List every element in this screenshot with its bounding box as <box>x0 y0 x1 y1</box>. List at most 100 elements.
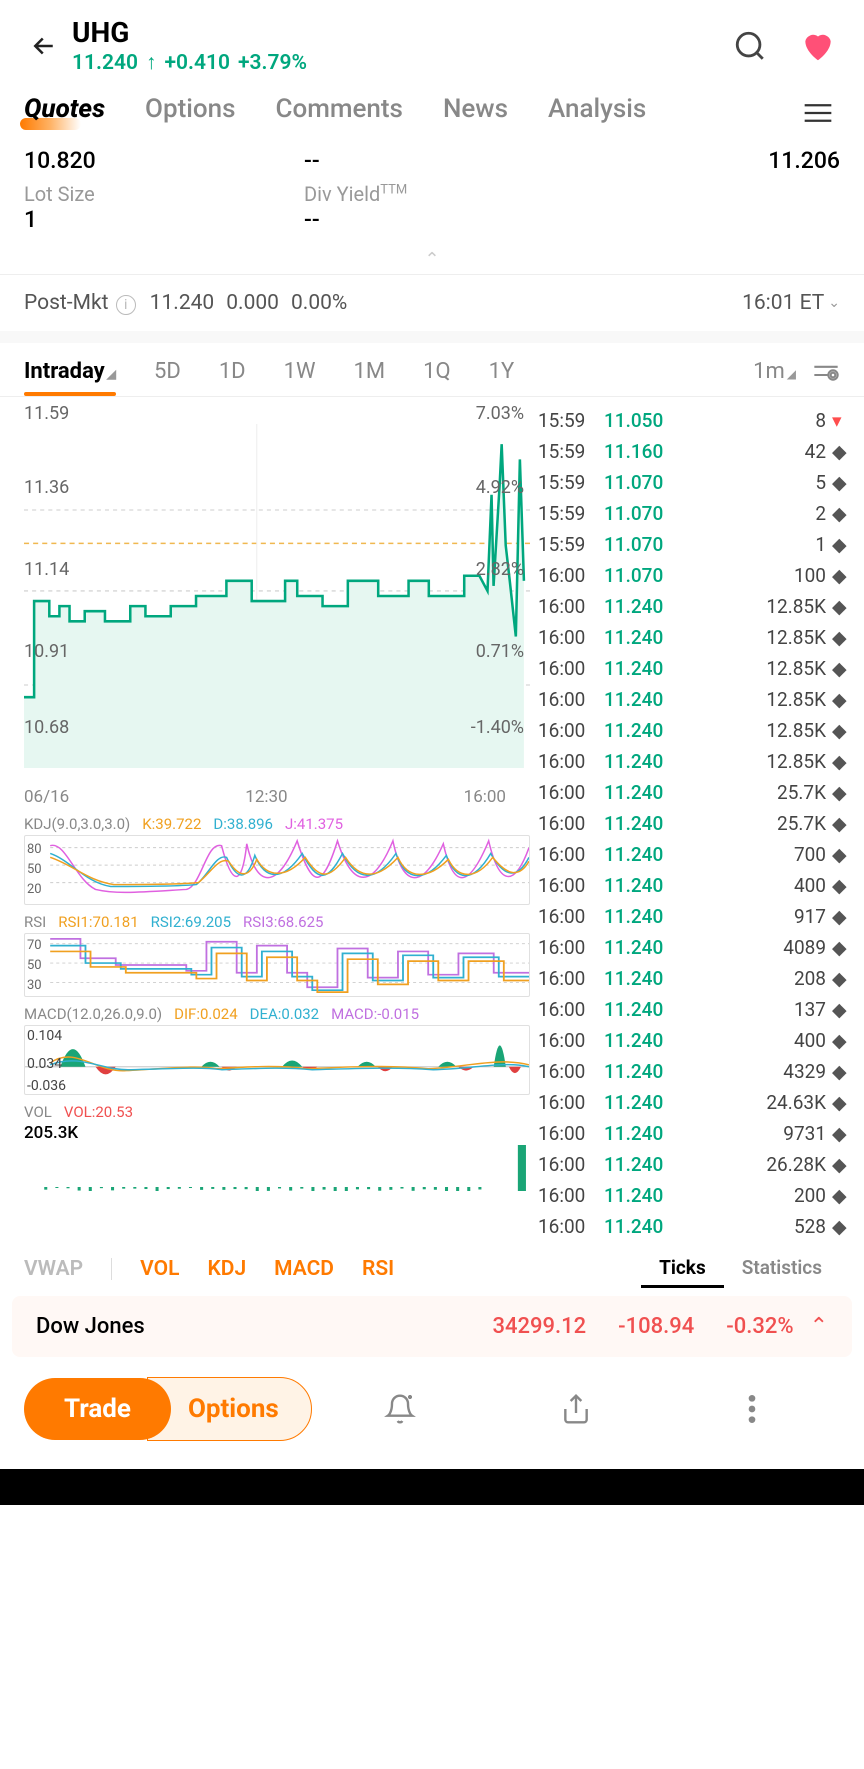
post-market-row: Post-Mkt i 11.240 0.000 0.00% 16:01 ET ⌄ <box>0 275 864 331</box>
trade-row: 16:0011.070100◆ <box>530 560 864 591</box>
header: UHG 11.240 ↑ +0.410 +3.79% <box>0 0 864 83</box>
trade-row: 16:0011.240200◆ <box>530 1180 864 1211</box>
price-change: +0.410 <box>164 51 230 75</box>
search-button[interactable] <box>728 24 772 68</box>
indtab-kdj[interactable]: KDJ <box>207 1257 246 1281</box>
bottom-black-bar <box>0 1469 864 1505</box>
rsi-panel[interactable]: RSI RSI1:70.181 RSI2:69.205 RSI3:68.625 … <box>24 913 530 997</box>
div-yield-label: Div YieldTTM <box>304 182 560 206</box>
tab-comments[interactable]: Comments <box>275 94 402 132</box>
trade-row: 15:5911.0702◆ <box>530 498 864 529</box>
price-chart[interactable]: 11.59 11.36 11.14 10.91 10.68 7.03% 4.92… <box>0 397 530 787</box>
div-yield-value: -- <box>304 206 560 233</box>
trade-row: 16:0011.24012.85K◆ <box>530 684 864 715</box>
timeframe-tabs: Intraday◢ 5D 1D 1W 1M 1Q 1Y 1m◢ <box>0 343 864 396</box>
collapse-toggle[interactable]: ⌃ <box>0 245 864 274</box>
chart-settings-button[interactable] <box>812 363 840 393</box>
trade-row: 16:0011.240917◆ <box>530 901 864 932</box>
price: 11.240 <box>72 51 138 75</box>
tf-intraday[interactable]: Intraday◢ <box>24 359 116 396</box>
tf-1y[interactable]: 1Y <box>489 359 515 396</box>
indicator-tabs: VWAP VOL KDJ MACD RSI Ticks Statistics <box>0 1242 864 1296</box>
tf-1w[interactable]: 1W <box>284 359 316 396</box>
index-name: Dow Jones <box>36 1314 145 1339</box>
info-icon[interactable]: i <box>116 295 136 315</box>
trade-row: 16:0011.24024.63K◆ <box>530 1087 864 1118</box>
trade-row: 16:0011.24025.7K◆ <box>530 777 864 808</box>
trade-row: 15:5911.16042◆ <box>530 436 864 467</box>
trade-row: 16:0011.240400◆ <box>530 870 864 901</box>
tab-options[interactable]: Options <box>145 94 235 132</box>
indtab-vwap[interactable]: VWAP <box>24 1257 83 1281</box>
tab-quotes[interactable]: Quotes <box>24 94 105 132</box>
trade-row: 16:0011.24012.85K◆ <box>530 591 864 622</box>
tf-1q[interactable]: 1Q <box>423 359 451 396</box>
lot-size-label: Lot Size <box>24 182 280 206</box>
trade-row: 15:5911.0705◆ <box>530 467 864 498</box>
trade-row: 15:5911.0508▾ <box>530 405 864 436</box>
tab-news[interactable]: News <box>443 94 508 132</box>
back-button[interactable] <box>24 26 64 66</box>
tf-5d[interactable]: 5D <box>154 359 181 396</box>
lot-size-value: 1 <box>24 206 280 233</box>
trade-row: 16:0011.2404329◆ <box>530 1056 864 1087</box>
trade-row: 16:0011.24026.28K◆ <box>530 1149 864 1180</box>
options-button[interactable]: Options <box>147 1377 312 1441</box>
trade-tape[interactable]: 15:5911.0508▾15:5911.16042◆15:5911.0705◆… <box>530 397 864 1242</box>
index-value: 34299.12 <box>493 1314 587 1339</box>
postmkt-label: Post-Mkt i <box>24 291 136 315</box>
kdj-panel[interactable]: KDJ(9.0,3.0,3.0) K:39.722 D:38.896 J:41.… <box>24 815 530 905</box>
data-left-val: 10.820 <box>24 147 280 174</box>
trade-row: 16:0011.240208◆ <box>530 963 864 994</box>
indtab-macd[interactable]: MACD <box>274 1257 334 1281</box>
tab-analysis[interactable]: Analysis <box>548 94 646 132</box>
vol-panel[interactable]: VOL VOL:20.53 205.3K <box>24 1103 530 1191</box>
trade-row: 16:0011.24012.85K◆ <box>530 622 864 653</box>
index-pct: -0.32% <box>726 1314 793 1339</box>
data-mid-val: -- <box>304 147 560 174</box>
index-bar[interactable]: Dow Jones 34299.12 -108.94 -0.32% ⌃ <box>12 1296 852 1357</box>
favorite-button[interactable] <box>796 24 840 68</box>
tf-1m[interactable]: 1M <box>354 359 386 396</box>
ticks-tab[interactable]: Ticks <box>641 1250 724 1288</box>
trade-row: 16:0011.24012.85K◆ <box>530 715 864 746</box>
postmkt-values: 11.240 0.000 0.00% <box>150 291 348 315</box>
trade-row: 16:0011.24012.85K◆ <box>530 653 864 684</box>
ticker-symbol: UHG <box>72 16 728 49</box>
bottom-bar: Trade Options <box>0 1357 864 1469</box>
data-right-val: 11.206 <box>584 147 840 174</box>
tf-1min[interactable]: 1m◢ <box>753 359 796 396</box>
share-button[interactable] <box>554 1387 598 1431</box>
tf-1d[interactable]: 1D <box>219 359 246 396</box>
trade-button[interactable]: Trade <box>24 1378 171 1440</box>
trade-row: 16:0011.2409731◆ <box>530 1118 864 1149</box>
nav-tabs: Quotes Options Comments News Analysis <box>0 83 864 135</box>
chart-trade-section: 11.59 11.36 11.14 10.91 10.68 7.03% 4.92… <box>0 396 864 1242</box>
chevron-up-icon[interactable]: ⌃ <box>810 1314 828 1339</box>
trade-row: 16:0011.240528◆ <box>530 1211 864 1242</box>
more-button[interactable] <box>730 1387 774 1431</box>
menu-button[interactable] <box>796 91 840 135</box>
macd-panel[interactable]: MACD(12.0,26.0,9.0) DIF:0.024 DEA:0.032 … <box>24 1005 530 1095</box>
index-change: -108.94 <box>618 1314 694 1339</box>
alert-button[interactable] <box>378 1387 422 1431</box>
trade-row: 16:0011.24012.85K◆ <box>530 746 864 777</box>
price-row: 11.240 ↑ +0.410 +3.79% <box>72 51 728 75</box>
quote-data: 10.820 -- 11.206 Lot Size 1 Div YieldTTM… <box>0 135 864 245</box>
stats-tab[interactable]: Statistics <box>724 1250 840 1288</box>
price-arrow-icon: ↑ <box>146 51 157 75</box>
header-info: UHG 11.240 ↑ +0.410 +3.79% <box>72 16 728 75</box>
trade-row: 16:0011.240700◆ <box>530 839 864 870</box>
trade-row: 16:0011.2404089◆ <box>530 932 864 963</box>
indtab-rsi[interactable]: RSI <box>362 1257 394 1281</box>
indtab-vol[interactable]: VOL <box>140 1257 179 1281</box>
trade-row: 15:5911.0701◆ <box>530 529 864 560</box>
trade-row: 16:0011.240400◆ <box>530 1025 864 1056</box>
chart-column: 11.59 11.36 11.14 10.91 10.68 7.03% 4.92… <box>0 397 530 1242</box>
trade-row: 16:0011.240137◆ <box>530 994 864 1025</box>
trade-row: 16:0011.24025.7K◆ <box>530 808 864 839</box>
postmkt-time[interactable]: 16:01 ET ⌄ <box>742 291 840 315</box>
price-pct: +3.79% <box>238 51 307 75</box>
header-actions <box>728 24 840 68</box>
x-axis-labels: 06/16 12:30 16:00 <box>0 787 530 807</box>
